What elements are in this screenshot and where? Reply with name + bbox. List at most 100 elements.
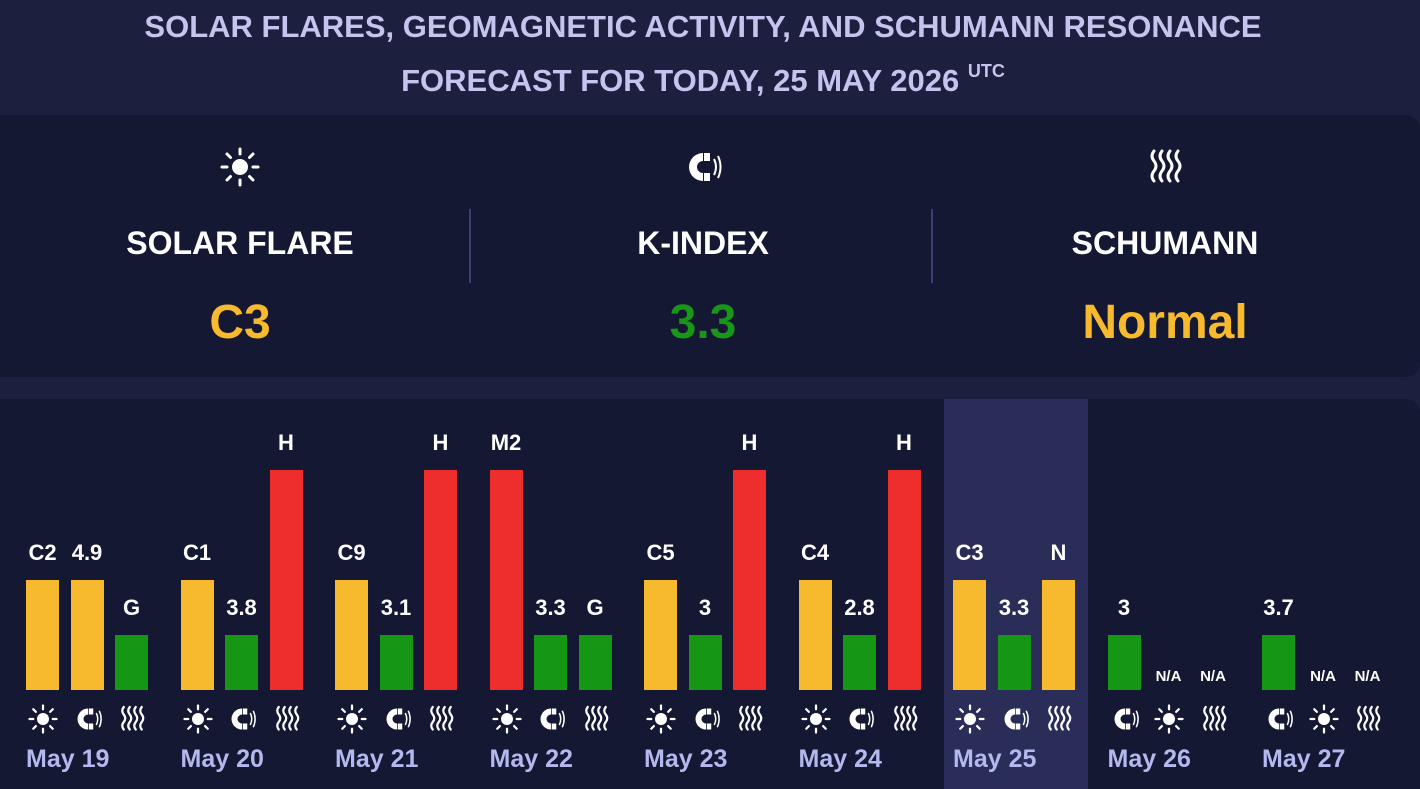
magnet-icon [1264,704,1294,734]
waves-icon [890,704,920,734]
day-date-label: May 24 [798,745,882,773]
magnet-icon [689,153,722,181]
schumann-bar-label: N/A [1200,668,1226,685]
kindex-bar [1262,635,1295,690]
schumann-bar-label: N/A [1354,668,1381,685]
sun-icon [1308,704,1339,734]
day-date-label: May 21 [335,745,419,773]
sun-icon [220,147,260,187]
k-index-value: 3.3 [669,296,737,349]
sun-icon [955,704,985,734]
kindex-bar-label: 3.1 [380,595,412,620]
kindex-bar-label: 3.7 [1263,595,1294,620]
title-date: FORECAST FOR TODAY, 25 MAY 2026 [401,63,960,98]
kindex-bar [534,635,567,690]
kindex-bar [379,635,413,690]
day-date-label: May 19 [26,745,110,773]
waves-icon [1353,704,1383,734]
sun-icon [1154,704,1184,734]
schumann-bar-label: H [432,430,449,455]
day-column: 3.7 N/A N/A May 27 [1236,399,1390,789]
summary-divider [469,209,471,283]
kindex-bar-label: 3.3 [535,595,566,620]
flare-bar-label: C4 [800,540,830,565]
day-column: M2 3.3 G May 22 [464,399,618,789]
day-column: 3 N/A N/A May 26 [1082,399,1236,789]
summary-schumann: SCHUMANN Normal [1010,115,1320,377]
past-days-panel [0,399,944,789]
flare-bar [489,470,523,690]
day-date-label: May 26 [1107,745,1191,773]
schumann-bar [887,470,921,690]
flare-bar [335,580,368,690]
today-summary: SOLAR FLARE C3 K-INDEX 3.3 [0,115,1420,377]
magnet-icon [536,704,566,734]
magnet-icon [1000,704,1030,734]
summary-k-index: K-INDEX 3.3 [548,115,858,377]
flare-bar [180,580,214,690]
schumann-bar [269,470,303,690]
schumann-bar-label: N [1050,540,1067,565]
waves-icon [117,704,147,734]
day-column: C5 3 H May 23 [618,399,772,789]
schumann-bar [578,635,612,690]
k-index-label: K-INDEX [637,225,769,261]
flare-bar-label: C9 [337,540,366,565]
summary-divider [931,209,933,283]
day-column: C2 4.9 G May 19 [0,399,154,789]
day-date-label: May 22 [489,745,573,773]
flare-bar-label: C3 [955,540,984,565]
summary-solar-flare: SOLAR FLARE C3 [85,115,395,377]
day-column: C9 3.1 H May 21 [309,399,463,789]
schumann-value: Normal [1082,296,1248,349]
flare-bar [644,580,677,690]
flare-bar-label: C5 [646,540,675,565]
magnet-icon [691,704,721,734]
waves-icon [1150,149,1182,183]
waves-icon [426,704,456,734]
flare-bar [798,580,832,690]
waves-icon [1044,704,1074,734]
kindex-bar [1107,635,1141,690]
schumann-bar-label: G [586,595,604,620]
schumann-bar [424,470,457,690]
sun-icon [337,704,367,734]
sun-icon [182,704,213,734]
day-date-label: May 20 [180,745,264,773]
flare-bar-label: N/A [1155,668,1182,685]
timezone-label: UTC [967,61,1005,81]
kindex-bar-label: 4.9 [71,540,103,565]
flare-bar-label: N/A [1310,668,1336,685]
kindex-bar-label: 2.8 [844,595,875,620]
magnet-icon [1110,704,1140,734]
day-column: C1 3.8 H May 20 [155,399,309,789]
day-date-label: May 25 [953,745,1037,773]
day-date-label: May 23 [644,745,728,773]
flare-bar [953,580,986,690]
kindex-bar-label: 3 [1117,595,1131,620]
schumann-bar-label: H [896,430,912,455]
waves-icon [1199,704,1229,734]
day-date-label: May 27 [1262,745,1346,773]
schumann-bar-label: H [741,430,758,455]
flare-bar-label: C2 [28,540,57,565]
schumann-label: SCHUMANN [1071,225,1259,261]
kindex-bar-label: 3.8 [226,595,257,620]
waves-icon [581,704,611,734]
solar-flare-value: C3 [209,296,271,349]
sun-icon [491,704,522,734]
schumann-bar [733,470,766,690]
title-line-1: SOLAR FLARES, GEOMAGNETIC ACTIVITY, AND … [144,9,1262,44]
schumann-bar [115,635,148,690]
page-title: SOLAR FLARES, GEOMAGNETIC ACTIVITY, AND … [0,4,1406,103]
sun-icon [800,704,831,734]
day-column: C4 2.8 H May 24 [773,399,927,789]
waves-icon [735,704,765,734]
magnet-icon [227,704,257,734]
magnet-icon [845,704,875,734]
kindex-bar [70,580,104,690]
solar-flare-label: SOLAR FLARE [126,225,354,261]
schumann-bar [1042,580,1075,690]
sun-icon [646,704,676,734]
